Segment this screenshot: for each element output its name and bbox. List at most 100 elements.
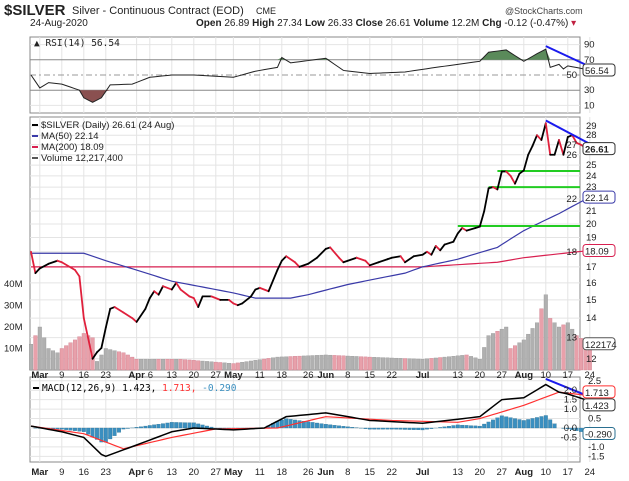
volume-bar	[464, 354, 469, 371]
volume-bar	[143, 359, 148, 371]
x-tick-label: 13	[453, 467, 464, 478]
x-tick-label: 17	[563, 467, 574, 478]
volume-bar	[376, 357, 381, 371]
macd-histogram-bar	[81, 427, 86, 432]
x-tick-label: 20	[189, 467, 200, 478]
macd-signal-line	[30, 391, 590, 450]
macd-histogram-bar	[451, 425, 456, 429]
volume-bar	[530, 328, 535, 371]
price-tick-label: 29	[586, 121, 597, 132]
price-segment	[148, 290, 156, 300]
price-last-label-badge	[582, 142, 616, 156]
volume-tick-label: 40M	[4, 279, 23, 290]
price-tick-label: 26	[566, 150, 577, 161]
macd-histogram-bar	[134, 427, 139, 429]
x-tick-label: 15	[365, 370, 376, 381]
volume-bar	[156, 359, 161, 371]
volume-bar	[33, 335, 38, 371]
volume-bar	[209, 361, 214, 371]
volume-bar	[411, 358, 416, 371]
price-segment	[505, 170, 512, 177]
price-segment	[338, 256, 345, 264]
volume-bar	[178, 359, 183, 371]
volume-bar	[253, 360, 258, 371]
price-tick-label: 22	[566, 194, 577, 205]
x-tick-label: 9	[59, 467, 64, 478]
price-segment	[478, 210, 486, 228]
macd-histogram-bar	[139, 426, 143, 429]
volume-bar	[191, 360, 196, 371]
macd-histogram-bar	[517, 419, 522, 429]
close-value: 26.61	[385, 18, 411, 29]
volume-bar	[64, 345, 69, 371]
volume-bar	[425, 358, 430, 371]
macd-histogram-bar	[491, 419, 495, 429]
volume-bar	[94, 361, 99, 371]
macd-histogram-bar	[95, 427, 99, 440]
macd-histogram-bar	[191, 422, 196, 429]
volume-bar	[543, 294, 548, 371]
price-segment	[241, 295, 252, 305]
open-value: 26.89	[224, 18, 250, 29]
volume-bar	[526, 333, 531, 371]
volume-bar	[240, 362, 245, 371]
volume-bar	[557, 326, 562, 371]
down-arrow-icon: ▾	[571, 18, 577, 29]
macd-tick-label: 0.0	[564, 423, 577, 434]
volume-bar	[213, 361, 218, 371]
volume-bar	[508, 348, 513, 371]
macd-histogram-bar	[526, 419, 531, 429]
macd-histogram-bar	[77, 427, 82, 432]
volume-bar	[99, 354, 104, 371]
volume-bar	[271, 357, 276, 371]
macd-histogram-bar	[447, 425, 451, 429]
macd-histogram-bar	[398, 427, 403, 430]
macd-tick-label: 0.5	[588, 414, 601, 425]
price-segment	[104, 307, 112, 329]
price-segment	[527, 144, 534, 156]
rsi-tick-label: 30	[584, 85, 595, 96]
macd-histogram-bar	[482, 423, 487, 429]
price-segment	[346, 256, 358, 262]
volume-tick-label: 10M	[4, 344, 23, 355]
volume-bar	[323, 354, 328, 371]
legend-swatch	[32, 124, 38, 126]
price-segment	[558, 139, 565, 156]
volume-bar	[103, 348, 108, 371]
volume-bar	[310, 355, 315, 371]
legend-ma50: MA(50) 22.14	[41, 131, 99, 142]
macd-histogram-bar	[394, 427, 399, 430]
macd-histogram-bar	[147, 425, 152, 429]
macd-legend-part: -0.290	[202, 383, 237, 394]
volume-bar	[77, 336, 82, 371]
macd-histogram-bar	[504, 416, 509, 429]
x-tick-label: Aug	[515, 370, 534, 381]
volume-bar	[218, 362, 223, 371]
price-segment	[536, 134, 543, 141]
volume-bar	[147, 359, 152, 371]
macd-tick-label: -1.5	[588, 451, 604, 462]
price-last-label: 26.61	[585, 145, 609, 156]
volume-bar	[442, 356, 447, 371]
x-tick-label: 26	[303, 370, 314, 381]
x-tick-label: 10	[541, 467, 552, 478]
close-label: Close	[355, 18, 383, 29]
high-value: 27.34	[277, 18, 303, 29]
volume-bar	[398, 358, 403, 371]
price-segment	[404, 255, 415, 264]
price-segment	[276, 259, 283, 271]
macd-histogram-bar	[310, 422, 315, 429]
price-segment	[47, 259, 59, 265]
chart-date: 24-Aug-2020	[30, 18, 88, 29]
volume-bar	[517, 342, 522, 371]
volume-bar	[187, 359, 192, 371]
macd-histogram-bar	[59, 427, 64, 430]
volume-bar	[169, 359, 174, 371]
price-segment	[280, 255, 288, 262]
volume-bar	[288, 356, 293, 371]
macd-histogram-bar	[86, 427, 91, 435]
legend-swatch	[32, 146, 38, 148]
volume-bar	[248, 360, 253, 371]
x-tick-label: 27	[211, 370, 222, 381]
